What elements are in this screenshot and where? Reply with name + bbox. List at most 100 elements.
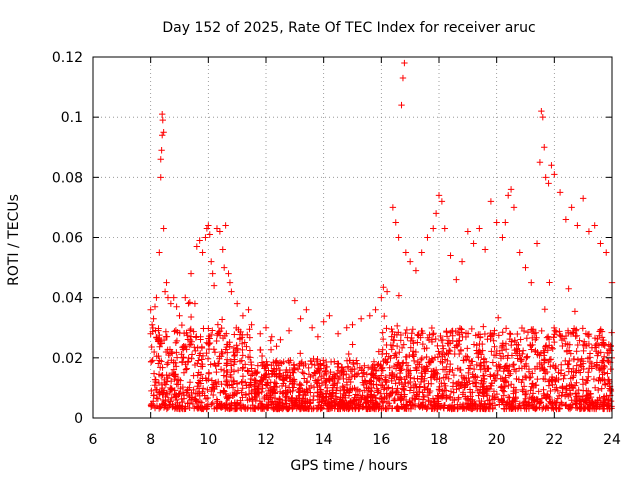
data-point: [220, 264, 228, 271]
data-point: [434, 370, 441, 378]
data-point: [565, 285, 572, 292]
data-point: [349, 359, 357, 366]
data-point: [186, 327, 194, 334]
data-point: [162, 393, 169, 401]
data-point: [607, 342, 614, 349]
data-point: [457, 347, 464, 355]
data-point: [152, 376, 159, 383]
data-point: [488, 400, 496, 407]
data-point: [307, 357, 315, 365]
data-point: [464, 228, 472, 235]
data-point: [186, 299, 194, 306]
data-point: [455, 395, 462, 403]
data-point: [504, 354, 511, 362]
data-point: [510, 204, 518, 211]
data-point: [247, 375, 255, 383]
data-point: [178, 358, 186, 365]
data-point: [386, 364, 393, 371]
data-point: [156, 249, 163, 256]
data-point: [502, 325, 510, 332]
data-point: [527, 373, 534, 381]
data-point: [152, 327, 159, 334]
data-point: [334, 330, 342, 337]
data-point: [573, 362, 580, 369]
data-point: [511, 337, 518, 344]
data-point: [310, 384, 318, 391]
data-point: [367, 397, 374, 405]
data-point: [296, 389, 303, 396]
data-point: [282, 382, 289, 390]
data-point: [607, 365, 614, 373]
data-point: [303, 405, 311, 413]
data-point: [572, 390, 579, 397]
data-point: [600, 357, 607, 364]
data-point: [343, 324, 350, 331]
data-point: [259, 385, 266, 392]
data-point: [268, 333, 275, 340]
data-point: [383, 398, 391, 406]
data-point: [335, 405, 342, 413]
data-point: [567, 404, 575, 411]
data-point: [563, 383, 571, 390]
data-point: [340, 384, 347, 391]
data-point: [443, 333, 451, 340]
data-point: [196, 398, 204, 406]
data-point: [380, 386, 388, 393]
data-point: [178, 350, 185, 358]
data-point: [500, 353, 507, 360]
data-point: [550, 324, 558, 332]
data-point: [391, 397, 399, 404]
data-point: [250, 386, 258, 393]
data-point: [477, 351, 485, 358]
data-point: [320, 375, 328, 382]
data-point: [504, 393, 512, 401]
data-point: [383, 325, 390, 332]
data-point: [211, 379, 219, 387]
data-point: [541, 144, 548, 151]
data-point: [586, 390, 594, 398]
data-point: [228, 288, 235, 295]
data-point: [534, 375, 541, 383]
data-point: [389, 372, 397, 380]
data-point: [147, 306, 154, 313]
data-point: [383, 393, 390, 401]
data-point: [437, 358, 444, 365]
data-point: [448, 405, 455, 413]
data-point: [213, 225, 221, 232]
data-point: [516, 347, 523, 355]
data-point: [395, 292, 403, 299]
data-point: [327, 368, 334, 376]
data-point: [566, 341, 573, 348]
data-point: [436, 375, 443, 382]
data-point: [386, 372, 393, 379]
data-point: [257, 346, 264, 354]
data-point: [414, 375, 421, 382]
data-point: [416, 361, 423, 368]
data-point: [275, 401, 283, 409]
data-point: [500, 388, 508, 395]
data-point: [540, 375, 547, 382]
data-point: [521, 391, 529, 398]
data-point: [153, 394, 160, 402]
data-point: [489, 392, 496, 400]
data-point: [601, 380, 609, 388]
data-point: [211, 349, 219, 356]
y-tick-labels: 0 0.02 0.04 0.06 0.08 0.1 0.12: [52, 50, 83, 427]
data-point: [421, 368, 428, 375]
data-point: [412, 364, 419, 371]
data-point: [380, 357, 387, 365]
y-axis-label: ROTI / TECUs: [6, 194, 22, 286]
data-point: [318, 398, 325, 405]
data-point: [364, 364, 372, 371]
data-point: [528, 326, 535, 333]
data-point: [308, 324, 316, 331]
data-point: [283, 389, 291, 397]
data-point: [408, 334, 415, 342]
data-point: [434, 353, 442, 361]
data-point: [493, 219, 500, 226]
data-point: [147, 401, 155, 409]
data-point: [354, 370, 362, 377]
data-point: [458, 325, 465, 333]
data-point: [180, 369, 188, 376]
